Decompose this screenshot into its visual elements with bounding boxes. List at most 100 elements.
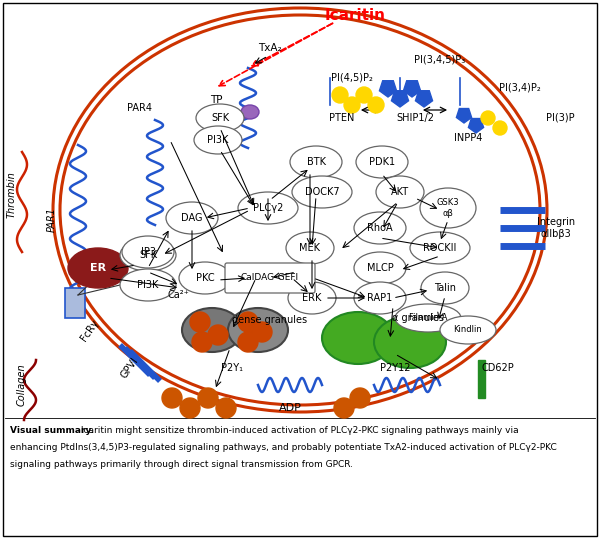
Ellipse shape: [241, 105, 259, 119]
Ellipse shape: [68, 248, 128, 288]
Text: CD62P: CD62P: [482, 363, 514, 373]
Text: PLCγ2: PLCγ2: [253, 203, 283, 213]
Ellipse shape: [322, 312, 394, 364]
Ellipse shape: [354, 282, 406, 314]
Text: ER: ER: [90, 263, 106, 273]
Text: CalDAG-GEFI: CalDAG-GEFI: [241, 273, 299, 282]
Circle shape: [180, 398, 200, 418]
Circle shape: [334, 398, 354, 418]
Ellipse shape: [290, 146, 342, 178]
Text: PI(3)P: PI(3)P: [545, 113, 574, 123]
Ellipse shape: [421, 272, 469, 304]
Text: Collagen: Collagen: [17, 364, 27, 406]
Text: PKC: PKC: [196, 273, 214, 283]
Circle shape: [356, 87, 372, 103]
Text: PI(3,4,5)P₃: PI(3,4,5)P₃: [415, 55, 466, 65]
Text: PI(3,4)P₂: PI(3,4)P₂: [499, 83, 541, 93]
Ellipse shape: [194, 126, 242, 154]
Text: Icaritin: Icaritin: [325, 8, 386, 23]
Ellipse shape: [374, 316, 446, 368]
Circle shape: [493, 121, 507, 135]
Ellipse shape: [356, 146, 408, 178]
Circle shape: [481, 111, 495, 125]
Bar: [478, 360, 485, 398]
Circle shape: [216, 398, 236, 418]
Text: PI(4,5)P₂: PI(4,5)P₂: [331, 73, 373, 83]
Text: GPVI: GPVI: [119, 356, 140, 381]
Text: Filamin A: Filamin A: [409, 314, 447, 322]
Text: ADP: ADP: [278, 403, 301, 413]
Bar: [65, 288, 85, 318]
Circle shape: [238, 312, 258, 332]
Circle shape: [252, 322, 272, 342]
Ellipse shape: [376, 176, 424, 208]
Ellipse shape: [228, 308, 288, 352]
Text: FcRγ: FcRγ: [79, 317, 101, 343]
Text: TxA₂: TxA₂: [258, 43, 282, 53]
Text: enhancing PtdIns(3,4,5)P3-regulated signaling pathways, and probably potentiate : enhancing PtdIns(3,4,5)P3-regulated sign…: [10, 443, 557, 452]
Ellipse shape: [179, 262, 231, 294]
Text: ERK: ERK: [302, 293, 322, 303]
Ellipse shape: [440, 316, 496, 344]
Text: PAR1: PAR1: [47, 208, 57, 232]
Ellipse shape: [120, 269, 176, 301]
Circle shape: [190, 312, 210, 332]
Circle shape: [192, 332, 212, 352]
Text: TP: TP: [210, 95, 222, 105]
Text: PAR4: PAR4: [128, 103, 152, 113]
Text: Icaritin might sensitize thrombin-induced activation of PLCγ2-PKC signaling path: Icaritin might sensitize thrombin-induce…: [78, 426, 518, 435]
Ellipse shape: [354, 252, 406, 284]
FancyBboxPatch shape: [225, 263, 315, 293]
Ellipse shape: [120, 239, 176, 271]
Ellipse shape: [288, 282, 336, 314]
Ellipse shape: [182, 308, 242, 352]
Text: RhoA: RhoA: [367, 223, 393, 233]
Circle shape: [332, 87, 348, 103]
Text: P2Y₁: P2Y₁: [221, 363, 243, 373]
Ellipse shape: [354, 212, 406, 244]
Text: Visual summary.: Visual summary.: [10, 426, 94, 435]
Ellipse shape: [286, 232, 334, 264]
Text: P2Y12: P2Y12: [380, 363, 410, 373]
Circle shape: [238, 332, 258, 352]
Text: RAP1: RAP1: [367, 293, 392, 303]
Text: PTEN: PTEN: [329, 113, 355, 123]
Ellipse shape: [395, 304, 461, 332]
Text: SFK: SFK: [211, 113, 229, 123]
Text: MEK: MEK: [299, 243, 320, 253]
Text: Kindlin: Kindlin: [454, 326, 482, 335]
Text: IP3: IP3: [140, 247, 155, 257]
Circle shape: [368, 97, 384, 113]
Text: DAG: DAG: [181, 213, 203, 223]
Text: PI3K: PI3K: [208, 135, 229, 145]
Text: MLCP: MLCP: [367, 263, 394, 273]
Ellipse shape: [166, 202, 218, 234]
Ellipse shape: [420, 188, 476, 228]
Ellipse shape: [410, 232, 470, 264]
Circle shape: [198, 388, 218, 408]
Circle shape: [344, 97, 360, 113]
Text: ROCKII: ROCKII: [424, 243, 457, 253]
Circle shape: [350, 388, 370, 408]
Ellipse shape: [238, 192, 298, 224]
Text: Ca²⁺: Ca²⁺: [167, 290, 189, 300]
Text: PDK1: PDK1: [369, 157, 395, 167]
Ellipse shape: [122, 236, 174, 268]
Text: AKT: AKT: [391, 187, 409, 197]
Text: Talin: Talin: [434, 283, 456, 293]
Text: SHIP1/2: SHIP1/2: [396, 113, 434, 123]
Text: α granules: α granules: [392, 313, 444, 323]
Text: dense granules: dense granules: [232, 315, 308, 325]
Text: DOCK7: DOCK7: [305, 187, 340, 197]
Text: PI3K: PI3K: [137, 280, 158, 290]
Text: SFK: SFK: [139, 250, 157, 260]
Text: Thrombin: Thrombin: [7, 171, 17, 218]
Text: Integrin
αIIbβ3: Integrin αIIbβ3: [537, 217, 575, 239]
Ellipse shape: [292, 176, 352, 208]
Circle shape: [162, 388, 182, 408]
Ellipse shape: [196, 104, 244, 132]
Circle shape: [208, 325, 228, 345]
Text: BTK: BTK: [307, 157, 325, 167]
Text: GSK3
αβ: GSK3 αβ: [437, 198, 460, 218]
Text: signaling pathways primarily through direct signal transmission from GPCR.: signaling pathways primarily through dir…: [10, 460, 353, 469]
